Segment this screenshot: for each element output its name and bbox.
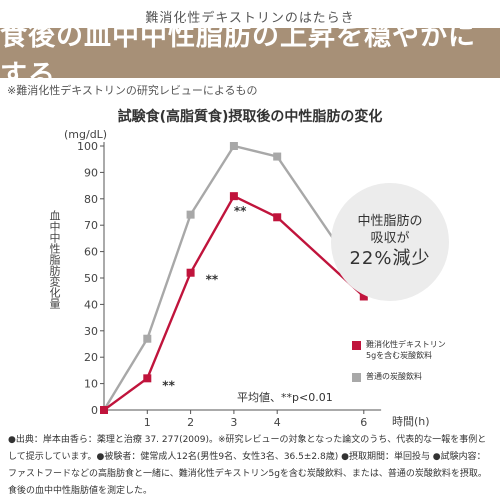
y-tick-label: 70 <box>84 219 98 232</box>
legend-swatch-dextrin <box>352 341 361 350</box>
data-point-regular <box>143 334 152 343</box>
statistics-note: 平均値、**p<0.01 <box>237 391 333 404</box>
y-tick-label: 50 <box>84 272 98 285</box>
y-tick-label: 60 <box>84 246 98 259</box>
x-axis-label: 時間(h) <box>392 415 430 428</box>
banner-title: 食後の血中中性脂肪の上昇を穏やかにする <box>0 21 476 91</box>
section-kicker: 難消化性デキストリンのはたらき <box>145 11 355 26</box>
y-axis-label: 血中中性脂肪変化量 <box>48 210 61 309</box>
y-axis-unit: (mg/dL) <box>64 128 108 141</box>
data-point-dextrin <box>143 374 152 383</box>
data-point-dextrin <box>229 192 238 201</box>
chart-title: 試験食(高脂質食)摂取後の中性脂肪の変化 <box>117 109 383 125</box>
chart-legend: 難消化性デキストリン 5gを含む炭酸飲料 普通の炭酸飲料 <box>352 339 446 392</box>
significance-mark: ** <box>234 204 247 218</box>
y-tick-label: 20 <box>84 351 98 364</box>
y-tick-label: 10 <box>84 378 98 391</box>
legend-item-dextrin: 難消化性デキストリン 5gを含む炭酸飲料 <box>352 339 446 361</box>
legend-item-regular: 普通の炭酸飲料 <box>352 371 446 382</box>
legend-label-regular: 普通の炭酸飲料 <box>366 371 422 382</box>
x-tick-label: 4 <box>274 416 281 429</box>
x-tick-label: 3 <box>230 416 237 429</box>
y-tick-label: 90 <box>84 166 98 179</box>
legend-label-dextrin-line-1: 難消化性デキストリン <box>366 340 446 349</box>
y-tick-label: 100 <box>77 140 98 153</box>
data-point-dextrin <box>359 292 368 301</box>
significance-mark: ** <box>206 273 219 287</box>
data-point-regular <box>229 142 238 150</box>
legend-swatch-regular <box>352 373 361 382</box>
y-tick-label: 40 <box>84 298 98 311</box>
legend-label-dextrin: 難消化性デキストリン 5gを含む炭酸飲料 <box>366 339 446 361</box>
callout-line-2: 吸収が <box>370 231 410 246</box>
research-note: ※難消化性デキストリンの研究レビューによるもの <box>7 84 258 97</box>
series-line-dextrin <box>103 194 365 411</box>
footer-source: ●出典：岸本由香ら：薬理と治療 37. 277(2009)。※研究レビューの対象… <box>8 435 487 496</box>
data-point-dextrin <box>100 406 108 414</box>
x-tick-label: 6 <box>360 416 367 429</box>
series-line-regular <box>102 144 365 411</box>
y-tick-label: 30 <box>84 325 98 338</box>
data-point-dextrin <box>186 268 195 277</box>
x-tick-label: 1 <box>144 416 151 429</box>
y-tick-label: 80 <box>84 193 98 206</box>
significance-mark: ** <box>162 378 175 392</box>
callout-highlight: 22%減少 <box>349 248 431 269</box>
data-point-dextrin <box>273 213 282 222</box>
callout-bubble: 中性脂肪の 吸収が 22%減少 <box>331 183 449 301</box>
data-point-regular <box>273 152 282 161</box>
title-banner: 食後の血中中性脂肪の上昇を穏やかにする <box>0 21 500 91</box>
legend-label-dextrin-line-2: 5gを含む炭酸飲料 <box>366 351 433 360</box>
y-tick-label: 0 <box>91 404 98 417</box>
x-tick-label: 2 <box>187 416 194 429</box>
callout-line-1: 中性脂肪の <box>357 214 423 229</box>
data-point-regular <box>186 210 195 219</box>
legend-label-regular-line-1: 普通の炭酸飲料 <box>366 372 422 381</box>
